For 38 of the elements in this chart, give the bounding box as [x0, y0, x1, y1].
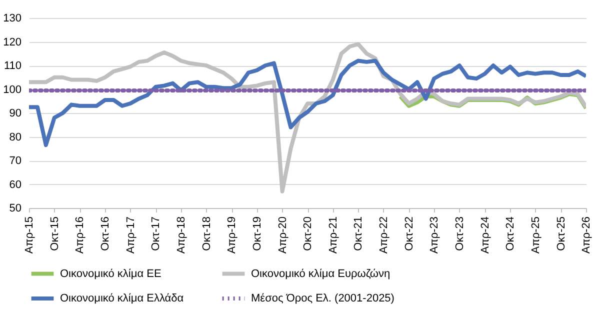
legend-label: Οικονομικό κλίμα Ελλάδα: [60, 292, 184, 304]
x-tick-label: Απρ-26: [580, 216, 592, 254]
y-tick-label: 120: [3, 36, 22, 48]
y-tick-label: 90: [9, 108, 22, 120]
y-tick-label: 110: [4, 60, 22, 72]
legend-label: Οικονομικό κλίμα ΕΕ: [60, 268, 162, 280]
x-tick-label: Απρ-23: [428, 216, 441, 254]
x-tick-label: Οκτ-16: [100, 216, 112, 251]
x-tick-label: Απρ-18: [175, 216, 188, 254]
x-tick-label: Οκτ-17: [150, 216, 162, 251]
x-tick-label: Οκτ-20: [302, 216, 314, 251]
x-tick-label: Απρ-24: [479, 216, 492, 254]
y-tick-label: 100: [3, 84, 22, 96]
y-tick-label: 130: [3, 12, 22, 24]
legend-label: Οικονομικό κλίμα Ευρωζώνη: [251, 268, 390, 280]
x-tick-label: Απρ-21: [327, 216, 340, 254]
x-tick-label: Οκτ-21: [352, 216, 365, 251]
x-tick-label: Απρ-19: [226, 216, 238, 254]
y-tick-label: 60: [9, 178, 22, 191]
y-tick-label: 80: [9, 131, 22, 144]
x-tick-label: Απρ-25: [530, 216, 542, 254]
legend-label: Μέσος Όρος Ελ. (2001-2025): [251, 292, 394, 304]
x-tick-label: Οκτ-24: [504, 216, 517, 251]
x-tick-label: Οκτ-22: [403, 216, 416, 251]
x-tick-label: Οκτ-15: [48, 216, 61, 251]
x-tick-label: Απρ-15: [24, 216, 36, 254]
x-tick-label: Απρ-20: [276, 216, 289, 254]
y-tick-label: 50: [9, 202, 22, 214]
x-tick-label: Απρ-17: [124, 216, 137, 254]
y-tick-label: 70: [9, 155, 22, 167]
line-series: [29, 42, 586, 194]
x-tick-label: Οκτ-18: [200, 216, 213, 251]
x-tick-label: Οκτ-25: [555, 216, 568, 251]
line-series: [29, 58, 586, 148]
x-tick-label: Απρ-22: [378, 216, 390, 254]
x-tick-label: Οκτ-23: [454, 216, 466, 251]
x-tick-label: Απρ-16: [74, 216, 86, 254]
x-tick-label: Οκτ-19: [251, 216, 264, 251]
